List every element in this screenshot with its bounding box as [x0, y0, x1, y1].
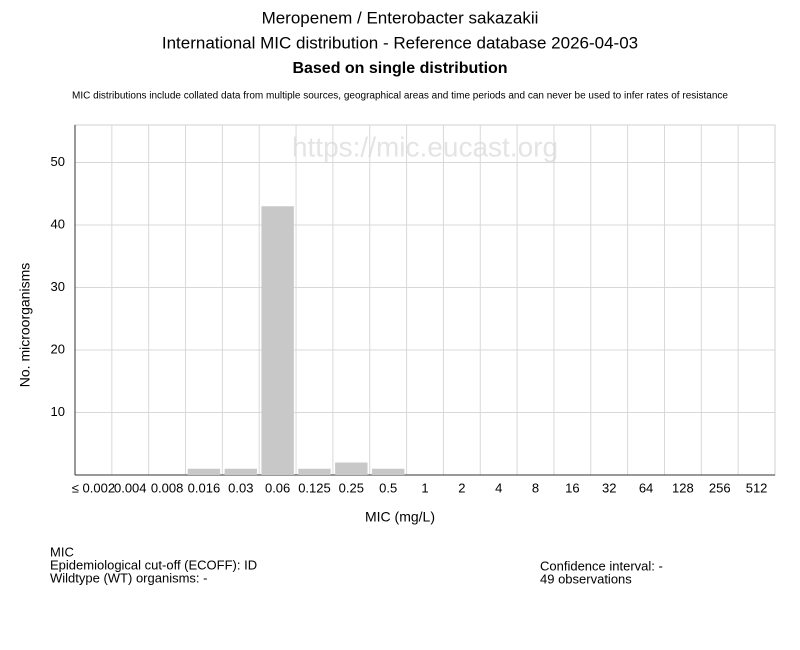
x-tick-label: 1: [421, 480, 428, 495]
footer-text: 49 observations: [540, 571, 632, 586]
chart-note: MIC distributions include collated data …: [72, 91, 728, 102]
plot-area: [74, 124, 776, 476]
x-tick-label: 0.25: [339, 480, 364, 495]
y-tick-label: 50: [51, 154, 65, 169]
x-tick-label: 2: [458, 480, 465, 495]
x-tick-label: 512: [746, 480, 768, 495]
x-tick-label: 16: [565, 480, 579, 495]
footer-text: MIC: [50, 544, 74, 559]
x-tick-label: 0.016: [188, 480, 221, 495]
x-tick-label: 0.06: [265, 480, 290, 495]
x-tick-label: 64: [639, 480, 653, 495]
footer-text: Epidemiological cut-off (ECOFF): ID: [50, 557, 257, 572]
x-tick-label: ≤ 0.002: [72, 480, 115, 495]
y-tick-label: 30: [51, 279, 65, 294]
chart-title: Meropenem / Enterobacter sakazakii: [262, 8, 539, 27]
chart-subtitle: Based on single distribution: [292, 60, 507, 77]
bar: [335, 462, 368, 475]
x-tick-label: 0.03: [228, 480, 253, 495]
footer-text: Confidence interval: -: [540, 558, 663, 573]
x-tick-label: 32: [602, 480, 616, 495]
y-tick-label: 10: [51, 404, 65, 419]
x-axis-label: MIC (mg/L): [365, 509, 435, 525]
x-tick-label: 0.125: [298, 480, 331, 495]
bar: [187, 468, 221, 475]
bar: [298, 468, 331, 475]
y-tick-label: 40: [51, 216, 65, 231]
x-tick-label: 8: [532, 480, 539, 495]
y-tick-label: 20: [51, 341, 65, 356]
x-tick-label: 0.004: [114, 480, 147, 495]
bar: [371, 468, 405, 475]
x-tick-label: 256: [709, 480, 731, 495]
bar: [261, 206, 294, 475]
x-tick-label: 0.5: [379, 480, 397, 495]
bar: [224, 468, 257, 475]
footer-text: Wildtype (WT) organisms: -: [50, 570, 207, 585]
x-tick-label: 4: [495, 480, 502, 495]
x-tick-label: 128: [672, 480, 694, 495]
chart-subtitle: International MIC distribution - Referen…: [162, 33, 638, 52]
y-axis-label: No. microorganisms: [17, 263, 33, 387]
watermark: https://mic.eucast.org: [292, 131, 558, 162]
x-tick-label: 0.008: [151, 480, 184, 495]
